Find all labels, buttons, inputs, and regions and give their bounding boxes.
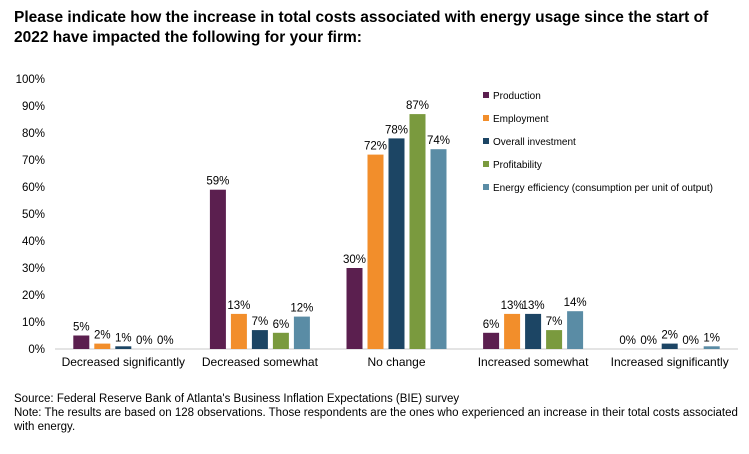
- y-tick-label: 70%: [22, 155, 45, 167]
- legend-label: Overall investment: [493, 137, 576, 148]
- data-label: 2%: [94, 330, 111, 342]
- legend-swatch: [483, 115, 489, 121]
- bar: [525, 313, 542, 349]
- data-label: 13%: [227, 300, 250, 312]
- bar: [567, 311, 584, 349]
- data-label: 7%: [546, 316, 563, 328]
- bar: [388, 138, 405, 349]
- bar: [546, 330, 563, 349]
- data-label: 13%: [501, 300, 524, 312]
- data-label: 0%: [682, 335, 699, 347]
- data-label: 14%: [564, 297, 587, 309]
- legend-label: Production: [493, 91, 541, 102]
- y-tick-label: 20%: [22, 290, 45, 302]
- data-label: 12%: [290, 303, 313, 315]
- bar: [504, 313, 521, 349]
- legend-swatch: [483, 184, 489, 190]
- x-tick-label: Increased somewhat: [478, 355, 589, 369]
- y-tick-label: 90%: [22, 101, 45, 113]
- y-tick-label: 100%: [16, 74, 45, 86]
- bar: [209, 189, 226, 349]
- legend-label: Profitability: [493, 160, 542, 171]
- bar: [293, 316, 310, 349]
- y-tick-label: 30%: [22, 263, 45, 275]
- x-tick-label: Decreased significantly: [62, 355, 185, 369]
- bar: [367, 154, 384, 349]
- data-label: 59%: [206, 176, 229, 188]
- data-label: 0%: [157, 335, 174, 347]
- data-label: 1%: [703, 332, 720, 344]
- chart-notes: Source: Federal Reserve Bank of Atlanta'…: [14, 392, 739, 434]
- y-tick-label: 10%: [22, 317, 45, 329]
- data-label: 5%: [73, 322, 90, 334]
- bar: [272, 332, 289, 349]
- bar: [661, 343, 678, 349]
- bar: [346, 268, 363, 349]
- data-label: 74%: [427, 135, 450, 147]
- chart-title: Please indicate how the increase in tota…: [14, 9, 709, 46]
- data-label: 13%: [522, 300, 545, 312]
- legend-label: Energy efficiency (consumption per unit …: [493, 183, 713, 194]
- bar: [483, 332, 500, 349]
- x-tick-label: Increased significantly: [611, 355, 729, 369]
- data-label: 0%: [619, 335, 636, 347]
- data-label: 87%: [406, 100, 429, 112]
- x-tick-label: No change: [367, 355, 425, 369]
- x-tick-label: Decreased somewhat: [202, 355, 319, 369]
- bar: [251, 330, 268, 349]
- bar: [430, 149, 447, 349]
- bar: [94, 343, 111, 349]
- y-tick-label: 50%: [22, 209, 45, 221]
- data-label: 6%: [483, 319, 500, 331]
- bar: [73, 335, 90, 349]
- source-text: Source: Federal Reserve Bank of Atlanta'…: [14, 393, 460, 405]
- data-label: 0%: [136, 335, 153, 347]
- y-tick-label: 40%: [22, 236, 45, 248]
- y-tick-label: 0%: [28, 344, 45, 356]
- data-label: 78%: [385, 124, 408, 136]
- data-label: 7%: [252, 316, 269, 328]
- bar: [409, 114, 426, 349]
- y-tick-label: 80%: [22, 128, 45, 140]
- data-label: 72%: [364, 141, 387, 153]
- data-label: 6%: [273, 319, 290, 331]
- data-label: 1%: [115, 332, 132, 344]
- bar: [230, 313, 247, 349]
- legend-label: Employment: [493, 114, 549, 125]
- bar: [703, 346, 720, 349]
- legend-swatch: [483, 92, 489, 98]
- bar: [115, 346, 132, 349]
- note-text: Note: The results are based on 128 obser…: [14, 407, 738, 433]
- data-label: 30%: [343, 254, 366, 266]
- legend-swatch: [483, 161, 489, 167]
- data-label: 2%: [661, 330, 678, 342]
- y-tick-label: 60%: [22, 182, 45, 194]
- data-label: 0%: [640, 335, 657, 347]
- legend-swatch: [483, 138, 489, 144]
